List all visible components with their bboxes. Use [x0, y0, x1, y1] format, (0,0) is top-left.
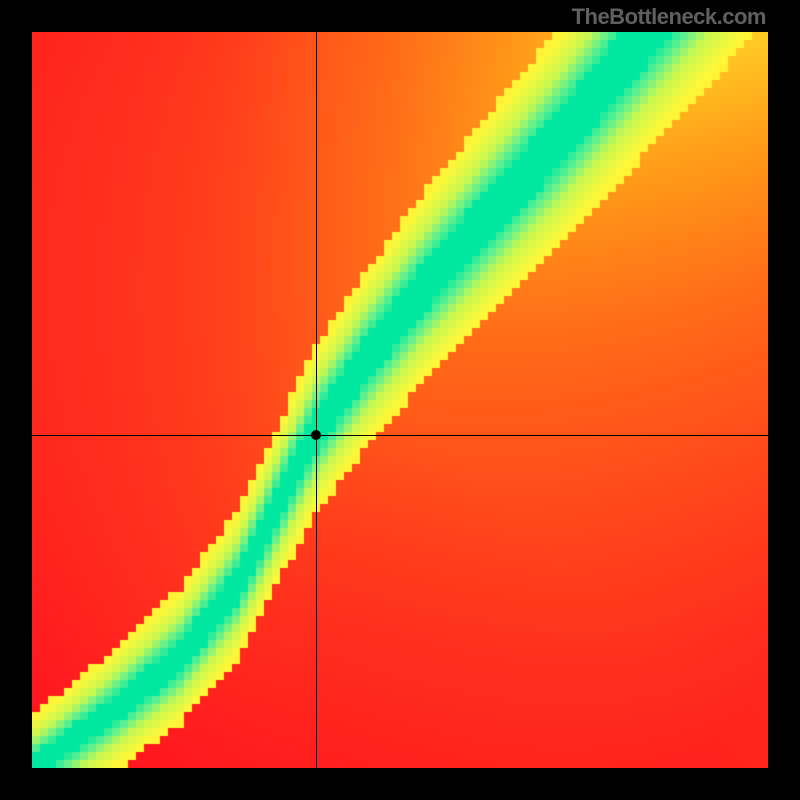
crosshair-horizontal [32, 435, 768, 436]
watermark-text: TheBottleneck.com [572, 4, 766, 30]
crosshair-vertical [316, 32, 317, 768]
plot-area [32, 32, 768, 768]
data-point-marker [311, 430, 321, 440]
heatmap-canvas [32, 32, 768, 768]
chart-container: TheBottleneck.com [0, 0, 800, 800]
